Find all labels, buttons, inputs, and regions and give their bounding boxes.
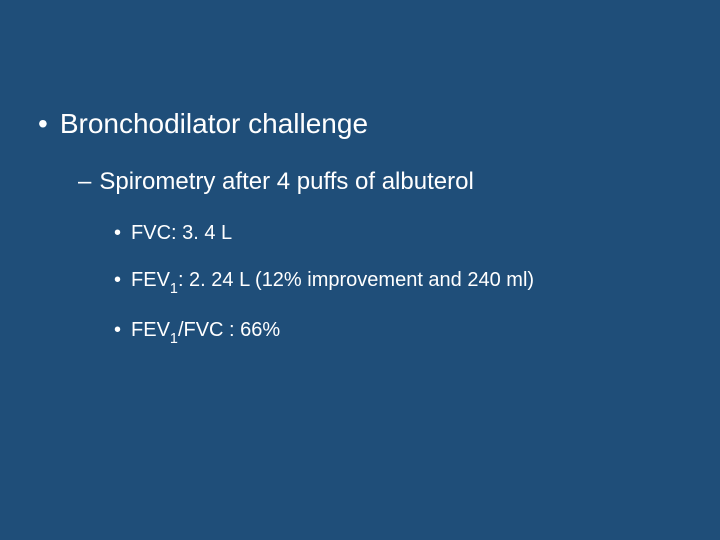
level1-text: Bronchodilator challenge (60, 108, 368, 140)
bullet-dot-icon: • (114, 269, 121, 292)
level3-text: FEV1/FVC : 66% (131, 319, 280, 345)
bullet-level3-item: • FVC: 3. 4 L (114, 222, 720, 245)
bullet-dot-icon: • (114, 319, 121, 342)
bullet-level3-item: • FEV1/FVC : 66% (114, 319, 720, 345)
dash-icon: – (78, 168, 91, 196)
bullet-level2: – Spirometry after 4 puffs of albuterol (78, 168, 720, 196)
bullet-level3-item: • FEV1: 2. 24 L (12% improvement and 240… (114, 269, 720, 295)
level3-text: FEV1: 2. 24 L (12% improvement and 240 m… (131, 269, 534, 295)
level3-text: FVC: 3. 4 L (131, 222, 232, 245)
level2-text: Spirometry after 4 puffs of albuterol (99, 168, 473, 196)
bullet-dot-icon: • (38, 108, 48, 140)
slide-content: • Bronchodilator challenge – Spirometry … (0, 0, 720, 540)
bullet-dot-icon: • (114, 222, 121, 245)
bullet-level1: • Bronchodilator challenge (38, 108, 720, 140)
